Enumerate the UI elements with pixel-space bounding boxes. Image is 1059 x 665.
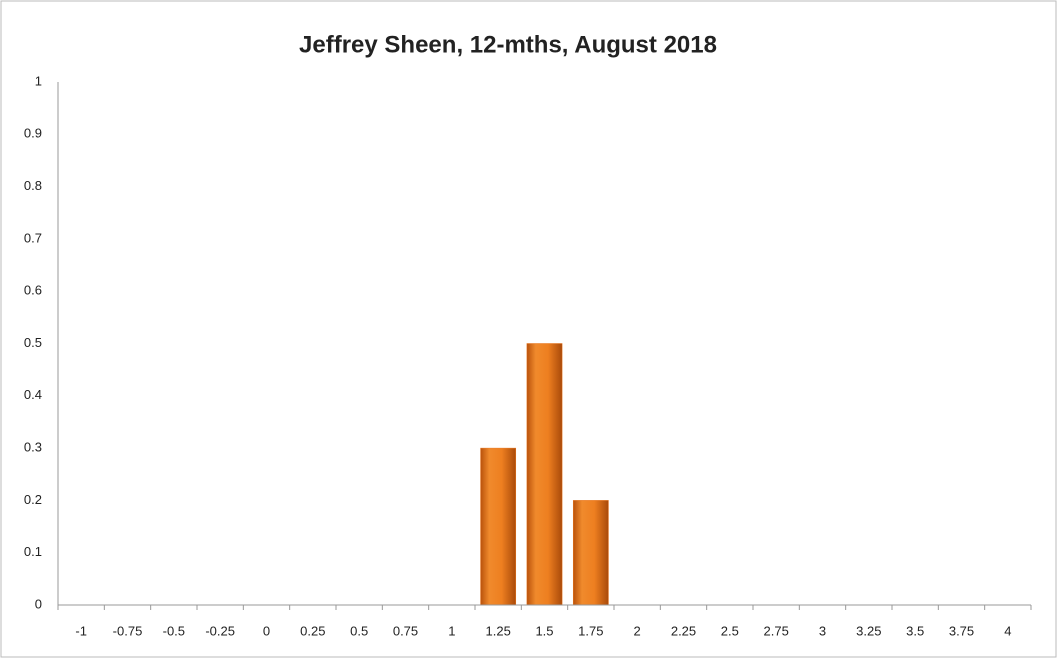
y-tick-label: 0.6 bbox=[24, 283, 42, 298]
y-tick-label: 1 bbox=[35, 73, 42, 88]
y-tick-label: 0.5 bbox=[24, 335, 42, 350]
x-tick-label: 0 bbox=[263, 623, 270, 638]
x-tick-label: 3.75 bbox=[949, 623, 974, 638]
x-tick-label: 2 bbox=[634, 623, 641, 638]
bar bbox=[526, 343, 563, 606]
x-tick-label: 2.25 bbox=[671, 623, 696, 638]
y-tick-label: 0.7 bbox=[24, 230, 42, 245]
x-tick-label: 1.25 bbox=[486, 623, 511, 638]
x-tick-label: 1.75 bbox=[578, 623, 603, 638]
x-tick-label: 1 bbox=[448, 623, 455, 638]
x-tick-label: 3 bbox=[819, 623, 826, 638]
x-tick-label: 0.75 bbox=[393, 623, 418, 638]
x-tick-label: -1 bbox=[75, 623, 87, 638]
x-tick-label: 0.5 bbox=[350, 623, 368, 638]
x-tick-label: -0.25 bbox=[205, 623, 235, 638]
bar bbox=[480, 447, 517, 606]
y-tick-label: 0.9 bbox=[24, 126, 42, 141]
x-tick-label: 3.25 bbox=[856, 623, 881, 638]
y-tick-label: 0.2 bbox=[24, 492, 42, 507]
x-tick-label: -0.75 bbox=[113, 623, 143, 638]
y-tick-label: 0.3 bbox=[24, 440, 42, 455]
y-tick-label: 0 bbox=[35, 596, 42, 611]
y-tick-label: 0.1 bbox=[24, 544, 42, 559]
x-tick-label: 1.5 bbox=[535, 623, 553, 638]
x-tick-label: 0.25 bbox=[300, 623, 325, 638]
x-tick-label: 4 bbox=[1004, 623, 1011, 638]
x-tick-label: 3.5 bbox=[906, 623, 924, 638]
x-tick-label: 2.75 bbox=[764, 623, 789, 638]
chart-title: Jeffrey Sheen, 12-mths, August 2018 bbox=[299, 31, 717, 58]
x-tick-label: -0.5 bbox=[163, 623, 185, 638]
bar bbox=[572, 500, 609, 606]
y-tick-label: 0.4 bbox=[24, 387, 42, 402]
y-tick-label: 0.8 bbox=[24, 178, 42, 193]
x-tick-label: 2.5 bbox=[721, 623, 739, 638]
